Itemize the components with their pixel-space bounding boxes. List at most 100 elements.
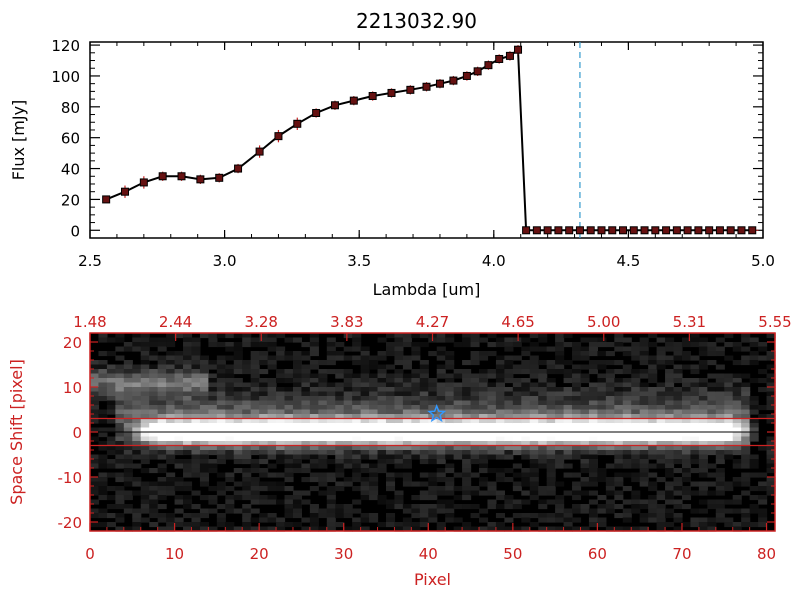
heatmap-cell [360, 378, 370, 384]
heatmap-cell [199, 468, 209, 474]
heatmap-cell [369, 364, 379, 370]
heatmap-cell [267, 382, 277, 388]
heatmap-cell [106, 427, 116, 433]
heatmap-cell [276, 454, 286, 460]
heatmap-cell [588, 418, 599, 424]
heatmap-cell [665, 454, 675, 460]
heatmap-cell [648, 486, 658, 492]
heatmap-cell [614, 405, 624, 411]
heatmap-cell [428, 490, 438, 496]
heatmap-cell [149, 495, 159, 501]
heatmap-cell [106, 513, 116, 519]
heatmap-cell [563, 391, 573, 397]
heatmap-cell [318, 382, 328, 388]
heatmap-cell [191, 405, 201, 411]
heatmap-cell [597, 495, 607, 501]
heatmap-cell [360, 445, 370, 451]
heatmap-cell [174, 481, 184, 487]
heatmap-cell [673, 373, 683, 379]
heatmap-cell [309, 526, 319, 532]
heatmap-cell [352, 342, 362, 348]
heatmap-cell [318, 490, 328, 496]
heatmap-cell [428, 508, 438, 514]
heatmap-cell [394, 441, 404, 447]
heatmap-cell [673, 342, 683, 348]
heatmap-cell [360, 346, 370, 352]
heatmap-cell [301, 526, 311, 532]
heatmap-cell [538, 490, 548, 496]
heatmap-cell [132, 364, 142, 370]
heatmap-cell [149, 337, 159, 343]
heatmap-cell [681, 396, 692, 402]
heatmap-cell [123, 346, 133, 352]
heatmap-cell [402, 418, 412, 424]
heatmap-cell [622, 454, 632, 460]
heatmap-cell [385, 382, 396, 388]
heatmap-cell [529, 382, 539, 388]
heatmap-cell [276, 396, 286, 402]
heatmap-cell [216, 360, 226, 366]
heatmap-cell [715, 405, 725, 411]
heatmap-cell [639, 391, 649, 397]
heatmap-cell [614, 427, 624, 433]
heatmap-cell [225, 400, 235, 406]
heatmap-cell [529, 450, 539, 456]
heatmap-cell [149, 423, 159, 429]
heatmap-cell [766, 333, 776, 339]
heatmap-cell [360, 418, 370, 424]
heatmap-cell [199, 463, 209, 469]
heatmap-cell [174, 486, 184, 492]
heatmap-cell [470, 441, 480, 447]
heatmap-cell [250, 436, 260, 442]
heatmap-cell [166, 459, 176, 465]
heatmap-cell [149, 400, 159, 406]
heatmap-cell [259, 436, 269, 442]
heatmap-cell [470, 360, 480, 366]
heatmap-cell [597, 517, 607, 523]
heatmap-cell [487, 387, 497, 393]
heatmap-cell [394, 360, 404, 366]
heatmap-cell [233, 351, 243, 357]
heatmap-cell [732, 409, 742, 415]
heatmap-cell [631, 499, 641, 505]
heatmap-cell [360, 373, 370, 379]
data-point [715, 226, 724, 235]
heatmap-cell [250, 423, 260, 429]
heatmap-cell [487, 468, 497, 474]
heatmap-cell [149, 369, 159, 375]
heatmap-cell [495, 405, 505, 411]
heatmap-cell [377, 369, 387, 375]
heatmap-cell [681, 459, 692, 465]
heatmap-cell [622, 513, 632, 519]
heatmap-cell [673, 486, 683, 492]
heatmap-cell [276, 517, 286, 523]
heatmap-cell [631, 427, 641, 433]
heatmap-cell [546, 481, 556, 487]
heatmap-cell [445, 414, 455, 420]
heatmap-cell [445, 373, 455, 379]
heatmap-cell [741, 472, 751, 478]
heatmap-cell [157, 373, 167, 379]
heatmap-cell [216, 333, 226, 339]
heatmap-cell [166, 337, 176, 343]
heatmap-cell [98, 360, 108, 366]
heatmap-cell [174, 396, 184, 402]
heatmap-cell [394, 400, 404, 406]
heatmap-cell [225, 333, 235, 339]
heatmap-cell [445, 508, 455, 514]
heatmap-cell [90, 436, 100, 442]
heatmap-cell [732, 360, 742, 366]
heatmap-cell [267, 423, 277, 429]
heatmap-cell [546, 369, 556, 375]
data-point [629, 226, 638, 235]
heatmap-cell [352, 477, 362, 483]
heatmap-cell [174, 427, 184, 433]
heatmap-cell [326, 486, 336, 492]
heatmap-cell [166, 481, 176, 487]
heatmap-cell [225, 355, 235, 361]
heatmap-cell [648, 517, 658, 523]
heatmap-cell [715, 472, 725, 478]
heatmap-cell [140, 423, 150, 429]
heatmap-cell [538, 517, 548, 523]
heatmap-cell [123, 409, 133, 415]
